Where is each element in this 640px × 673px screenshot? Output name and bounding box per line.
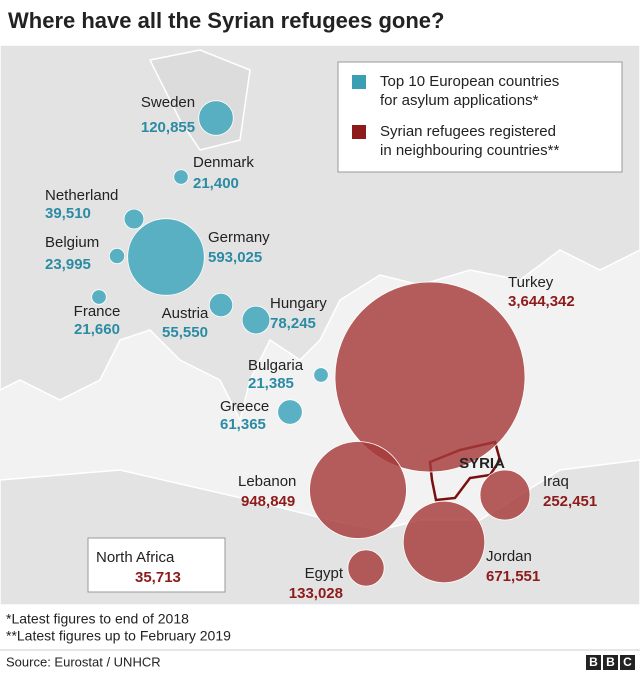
bubble [173, 169, 189, 185]
legend-swatch [352, 125, 366, 139]
country-value: 39,510 [45, 205, 91, 222]
country-value: 120,855 [141, 119, 195, 136]
bubble [277, 399, 303, 425]
country-name: Denmark [193, 154, 254, 171]
country-name: Sweden [141, 94, 195, 111]
country-value: 21,400 [193, 175, 239, 192]
country-value: 23,995 [45, 256, 91, 273]
logo-block [620, 655, 635, 670]
legend-swatch [352, 75, 366, 89]
country-value: 948,849 [241, 493, 295, 510]
country-value: 78,245 [270, 315, 316, 332]
country-name: Greece [220, 398, 269, 415]
country-name: France [74, 303, 121, 320]
logo-letter: B [589, 655, 598, 669]
bubble [313, 367, 329, 383]
title: Where have all the Syrian refugees gone? [8, 8, 444, 33]
footnote: *Latest figures to end of 2018 [6, 611, 189, 627]
country-value: 593,025 [208, 249, 262, 266]
inset-box [87, 537, 226, 593]
bubble [123, 208, 145, 230]
country-name: North Africa [96, 549, 175, 566]
logo-letter: B [606, 655, 615, 669]
country-name: Bulgaria [248, 357, 304, 374]
bubble [334, 281, 526, 473]
legend-box [337, 61, 623, 173]
country-value: 21,660 [74, 321, 120, 338]
bubble [241, 305, 271, 335]
footnote: **Latest figures up to February 2019 [6, 628, 231, 644]
logo-block [603, 655, 618, 670]
logo-block [586, 655, 601, 670]
country-name: Belgium [45, 234, 99, 251]
country-name: Hungary [270, 295, 327, 312]
country-value: 61,365 [220, 416, 266, 433]
country-value: 133,028 [289, 585, 343, 602]
legend-label: for asylum applications* [380, 92, 539, 109]
country-name: Iraq [543, 473, 569, 490]
bubble [91, 289, 107, 305]
country-value: 3,644,342 [508, 293, 575, 310]
country-name: Egypt [305, 565, 344, 582]
country-name: Germany [208, 229, 270, 246]
bubble [108, 247, 126, 265]
country-name: Lebanon [238, 473, 296, 490]
bubble [127, 218, 205, 296]
logo-letter: C [623, 655, 632, 669]
source: Source: Eurostat / UNHCR [6, 654, 161, 669]
legend-label: Top 10 European countries [380, 73, 559, 90]
country-name: Jordan [486, 548, 532, 565]
country-name: Turkey [508, 274, 554, 291]
bubble [198, 100, 234, 136]
country-value: 671,551 [486, 568, 540, 585]
bubble [479, 469, 531, 521]
country-name: Austria [162, 305, 209, 322]
country-name: Netherland [45, 187, 118, 204]
bubble [208, 292, 234, 318]
legend-label: in neighbouring countries** [380, 142, 559, 159]
syria-label: SYRIA [459, 455, 505, 472]
country-value: 252,451 [543, 493, 597, 510]
legend-label: Syrian refugees registered [380, 123, 556, 140]
country-value: 35,713 [135, 569, 181, 586]
bubble [347, 549, 385, 587]
bubble [402, 500, 486, 584]
bubble [309, 441, 407, 539]
country-value: 21,385 [248, 375, 294, 392]
country-value: 55,550 [162, 324, 208, 341]
